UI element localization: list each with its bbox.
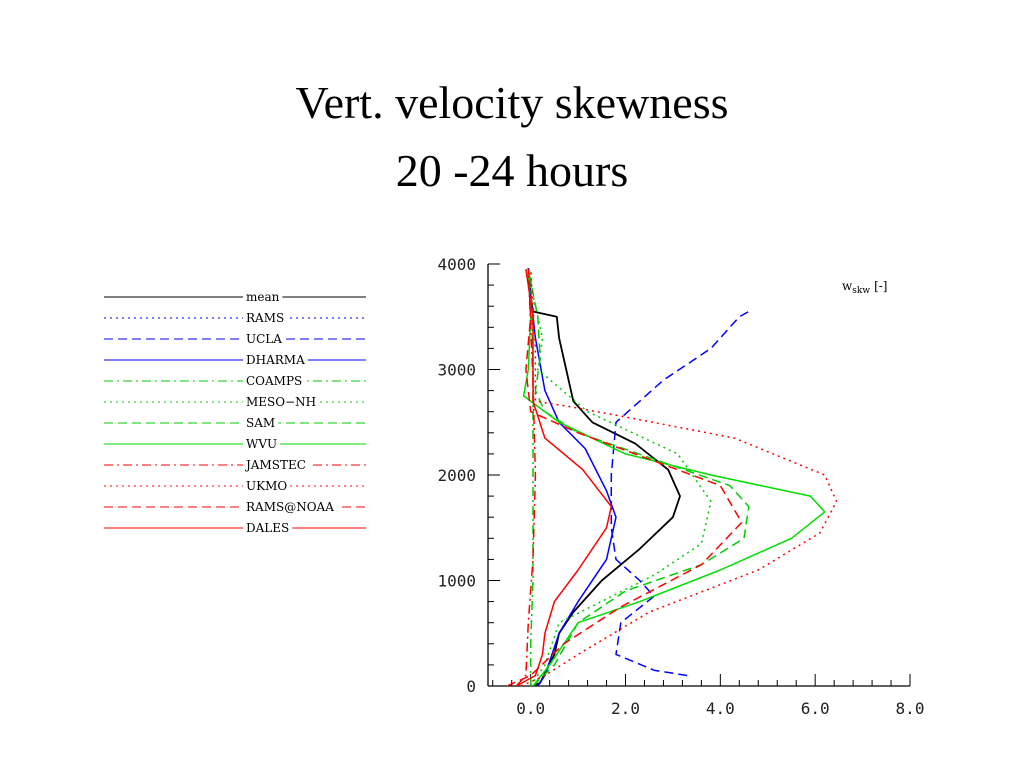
legend-label: DALES [246, 521, 289, 535]
series-line-wvu [522, 269, 826, 687]
chart-axes: 0.0 2.0 4.0 6.0 8.0 0 1000 2000 3000 4000 [437, 255, 924, 718]
y-tick-label: 4000 [437, 255, 476, 274]
series-line-rams-noaa [506, 269, 743, 687]
legend-label-bg [243, 479, 291, 493]
series-line-dales [516, 269, 613, 687]
legend-item: RAMS [104, 311, 366, 325]
legend-label-bg [243, 332, 285, 346]
units-label: wskw [-] [842, 279, 887, 296]
x-tick-label: 0.0 [516, 699, 545, 718]
y-tick-label: 1000 [437, 572, 476, 591]
y-tick-label: 2000 [437, 466, 476, 485]
legend-label-bg [243, 416, 279, 430]
legend-label-bg [243, 374, 306, 388]
legend-label-bg [243, 395, 320, 409]
legend-label: COAMPS [246, 374, 302, 388]
legend-label-bg [243, 458, 309, 472]
legend-label-bg [243, 290, 283, 304]
legend-item: SAM [104, 416, 366, 430]
series-line-dharma [527, 268, 617, 687]
series-line-sam [527, 269, 750, 687]
legend-label-bg [243, 521, 293, 535]
legend-label: mean [246, 290, 280, 304]
legend-item: mean [104, 290, 366, 304]
series-line-ucla [610, 310, 750, 677]
x-tick-label: 6.0 [801, 699, 830, 718]
legend-item: UKMO [104, 479, 366, 493]
chart-legend: mean RAMS UCLA DHARMA COAMPS MESO−NH SAM WVU JAM… [104, 290, 366, 535]
series-line-coamps [529, 268, 534, 686]
y-tick-label: 0 [466, 677, 476, 696]
legend-label-bg [243, 500, 337, 514]
legend-item: JAMSTEC [104, 458, 366, 472]
chart-series [506, 268, 838, 687]
legend-label: UCLA [246, 332, 282, 346]
x-tick-label: 4.0 [706, 699, 735, 718]
x-tick-label: 2.0 [611, 699, 640, 718]
legend-label: JAMSTEC [244, 458, 306, 472]
legend-label: DHARMA [246, 353, 305, 367]
series-line-ukmo [520, 269, 838, 687]
series-line-meso-nh [525, 269, 712, 687]
series-line-mean [527, 268, 681, 687]
chart-title-line2: 20 -24 hours [395, 145, 629, 196]
legend-item: UCLA [104, 332, 366, 346]
legend-label-bg [243, 311, 288, 325]
y-tick-label: 3000 [437, 361, 476, 380]
legend-label: WVU [246, 437, 277, 451]
legend-item: WVU [104, 437, 366, 451]
legend-label-bg [243, 353, 308, 367]
legend-label: RAMS@NOAA [246, 500, 334, 514]
legend-label: SAM [246, 416, 275, 430]
x-tick-label: 8.0 [896, 699, 925, 718]
legend-item: MESO−NH [104, 395, 366, 409]
legend-item: DALES [104, 521, 366, 535]
chart-title-line1: Vert. velocity skewness [295, 77, 729, 128]
legend-label: UKMO [246, 479, 287, 493]
legend-label: RAMS [246, 311, 284, 325]
legend-item: RAMS@NOAA [104, 500, 366, 514]
legend-item: COAMPS [104, 374, 366, 388]
legend-item: DHARMA [104, 353, 366, 367]
legend-label-bg [243, 437, 281, 451]
legend-label: MESO−NH [246, 395, 316, 409]
